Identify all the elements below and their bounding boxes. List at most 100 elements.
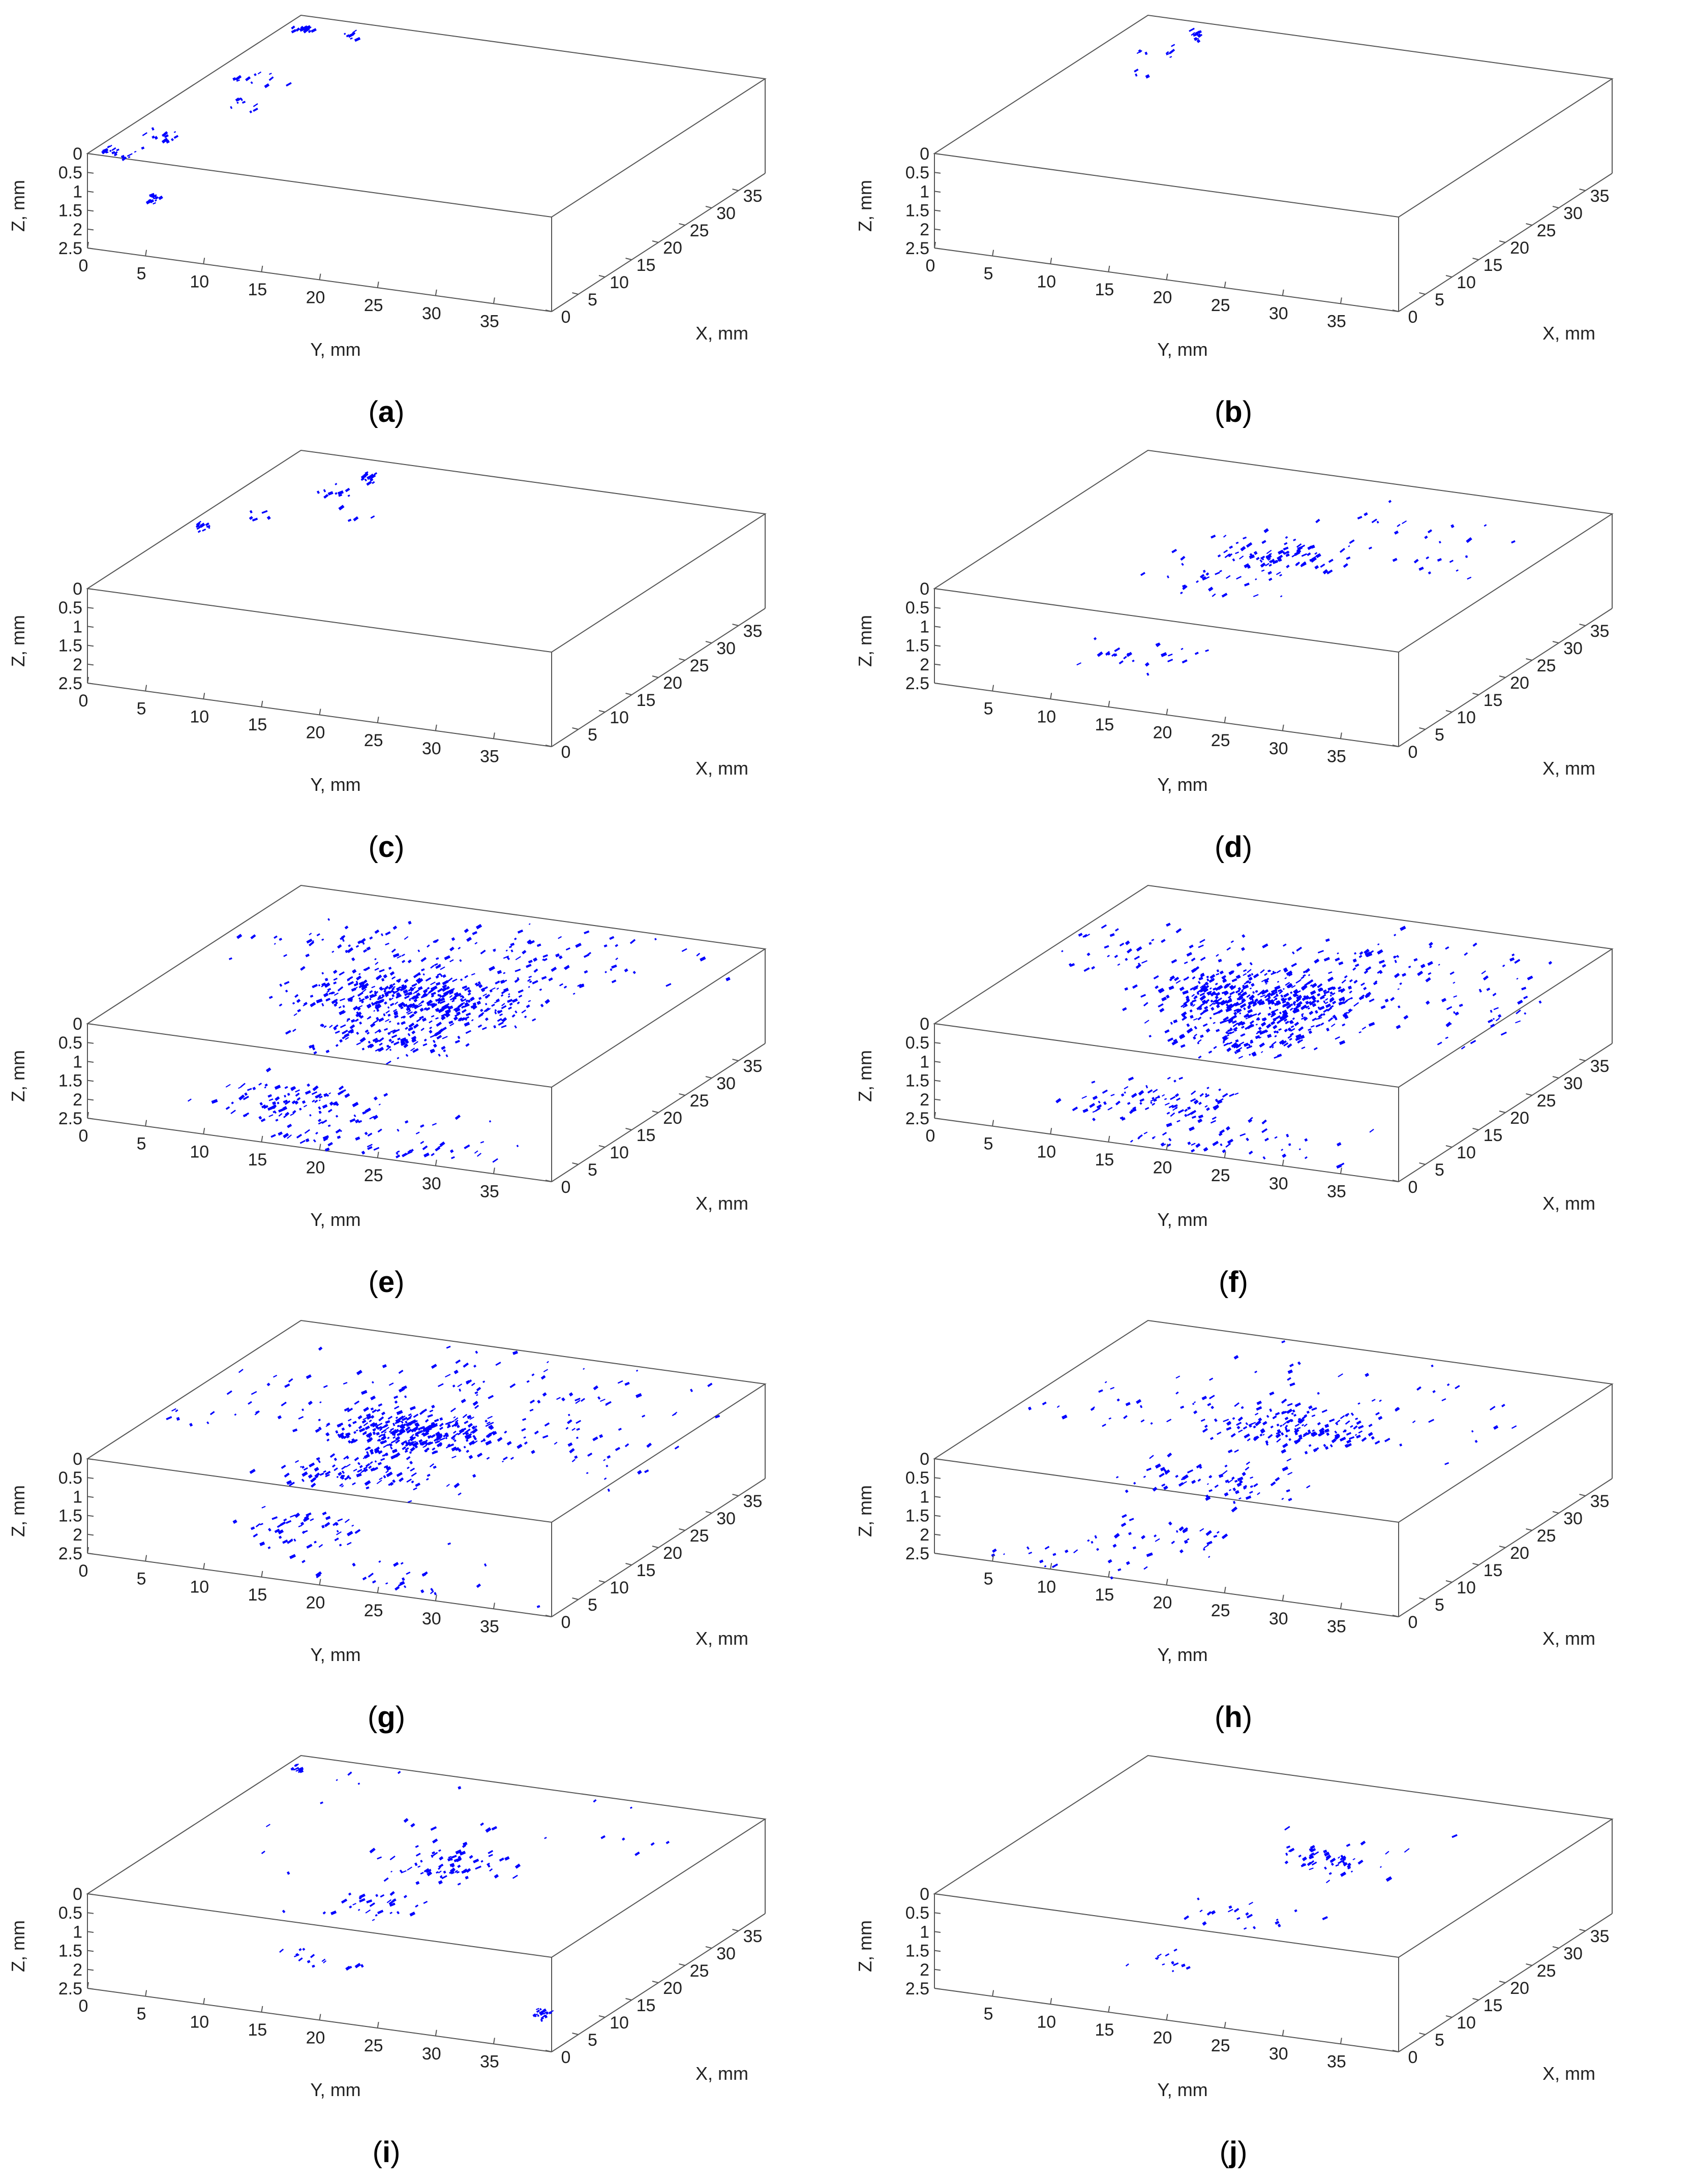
x-tick-label: 10 [610,1143,629,1162]
y-tick-mark [992,250,994,256]
data-point [1327,986,1334,991]
y-tick-label: 0 [79,1126,88,1146]
data-point [353,1114,356,1118]
z-tick-mark [87,1477,94,1479]
data-point [113,151,115,154]
data-point [440,1016,446,1021]
data-point [551,967,557,972]
data-point [320,1801,323,1804]
data-point [337,1424,342,1428]
data-point [1413,559,1419,564]
x-tick-label: 25 [690,1091,709,1111]
z-tick-mark [934,1893,941,1895]
data-point [457,1432,461,1435]
data-point [406,1010,411,1013]
data-point [391,948,396,953]
data-point [1237,976,1241,979]
data-point [338,505,345,511]
data-point [405,1447,409,1451]
data-point [1371,518,1377,524]
z-tick-label: 0.5 [905,1903,929,1923]
data-point [1248,976,1253,981]
x-tick-label: 20 [1510,673,1529,693]
data-point [500,979,505,984]
data-point [1250,1040,1254,1044]
data-point [348,1440,351,1444]
data-point [1374,980,1378,983]
data-point [475,1866,480,1870]
data-point [1113,1533,1120,1539]
y-tick-mark [1050,1998,1052,2005]
data-point [1292,951,1295,955]
z-axis-label: Z, mm [855,180,875,232]
data-point [1369,998,1375,1003]
data-point [1266,1023,1272,1029]
x-tick-mark [1472,258,1479,260]
data-point [1184,1114,1188,1117]
data-point [325,1424,329,1427]
z-tick-label: 1.5 [905,1506,929,1526]
data-point [1343,1000,1348,1004]
data-point [1182,1016,1187,1021]
data-point [1166,1122,1172,1127]
data-point [405,1054,409,1057]
data-point [352,1902,356,1905]
data-point [1111,653,1115,657]
data-point [1286,983,1292,989]
data-point [476,1387,481,1392]
data-point [425,1439,428,1442]
data-point [385,1010,390,1014]
data-point [377,1423,383,1427]
data-point [1268,577,1273,581]
data-point [297,1009,301,1012]
data-point [415,1431,421,1436]
data-point [354,1529,361,1534]
data-point [148,199,151,202]
data-point [298,1948,302,1951]
data-point [304,1129,310,1134]
data-point [1276,993,1279,997]
data-point [369,998,372,1001]
data-point [335,1030,340,1034]
data-point [357,992,364,997]
x-tick-label: 10 [1457,1578,1476,1597]
data-point [1244,1013,1250,1019]
x-tick-mark [1445,2015,1453,2018]
data-point [1003,1553,1005,1555]
data-point [1377,970,1382,974]
data-point [325,1050,330,1054]
data-point [690,1389,693,1393]
data-point [419,1426,426,1430]
data-point [318,1346,323,1351]
panel-label-letter: f [1228,1266,1238,1299]
data-point [351,988,356,992]
data-point [1317,1392,1320,1395]
data-point [597,1396,601,1400]
y-axis-label: Y, mm [310,339,360,360]
x-tick-label: 0 [561,1178,571,1197]
data-point [1229,1031,1235,1034]
z-tick-mark [934,1912,941,1914]
y-axis-ticks: 0 5 10 15 20 25 30 35 [926,1112,1346,1201]
data-point [378,1416,384,1422]
data-point [358,997,361,1000]
data-point [1200,985,1206,990]
data-point [1290,1028,1295,1032]
panel-label-open-paren: ( [1215,830,1224,864]
data-point [309,1462,315,1468]
z-tick-mark [934,1042,941,1044]
data-point [1437,558,1442,562]
data-point [584,930,590,935]
data-point [229,957,232,960]
data-point [426,1430,430,1433]
data-point [1498,1014,1502,1018]
data-point [196,523,201,526]
data-point [339,1544,342,1547]
z-axis-ticks: 00.511.522.5 [905,1014,941,1128]
y-tick-label: 5 [137,264,146,284]
data-point [488,1395,494,1399]
data-point [1127,1101,1131,1105]
data-point [449,1023,455,1027]
data-point [1171,1970,1174,1973]
data-point [369,1449,374,1453]
